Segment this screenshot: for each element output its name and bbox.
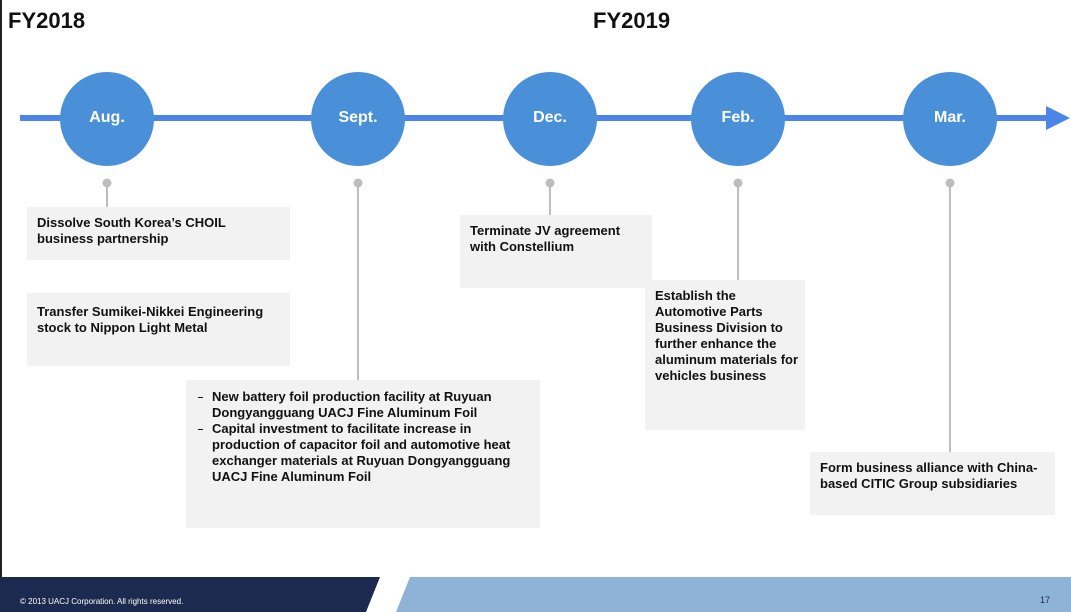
fy-label: FY2019 xyxy=(593,8,671,33)
left-border xyxy=(0,0,2,577)
event-box: New battery foil production facility at … xyxy=(186,380,540,528)
page-number: 17 xyxy=(1040,595,1051,605)
month: Sept. xyxy=(338,109,378,126)
footer-light xyxy=(396,577,1071,612)
event-box: Dissolve South Korea’s CHOIL business pa… xyxy=(27,207,290,260)
fy-label: FY2018 xyxy=(8,8,86,33)
month: Dec. xyxy=(533,109,567,126)
arrow-head xyxy=(1046,106,1070,130)
event-box: Terminate JV agreement with Constellium xyxy=(460,215,652,288)
footer-dark xyxy=(0,577,380,612)
event-box: Form business alliance with China-based … xyxy=(810,452,1055,515)
bullet-item: Capital investment to facilitate increas… xyxy=(196,421,530,485)
connectors xyxy=(102,178,955,452)
event-box: Establish the Automotive Parts Business … xyxy=(645,280,805,430)
event-box: Transfer Sumikei-Nikkei Engineering stoc… xyxy=(27,293,290,366)
month: Feb. xyxy=(721,109,755,126)
bullet-item: New battery foil production facility at … xyxy=(196,389,530,421)
event-text: New battery foil production facility at … xyxy=(212,389,492,420)
copyright: © 2013 UACJ Corporation. All rights rese… xyxy=(20,597,184,606)
month: Mar. xyxy=(933,109,966,126)
month: Aug. xyxy=(89,109,125,126)
month-circles xyxy=(60,72,997,166)
event-text: Capital investment to facilitate increas… xyxy=(212,421,511,484)
